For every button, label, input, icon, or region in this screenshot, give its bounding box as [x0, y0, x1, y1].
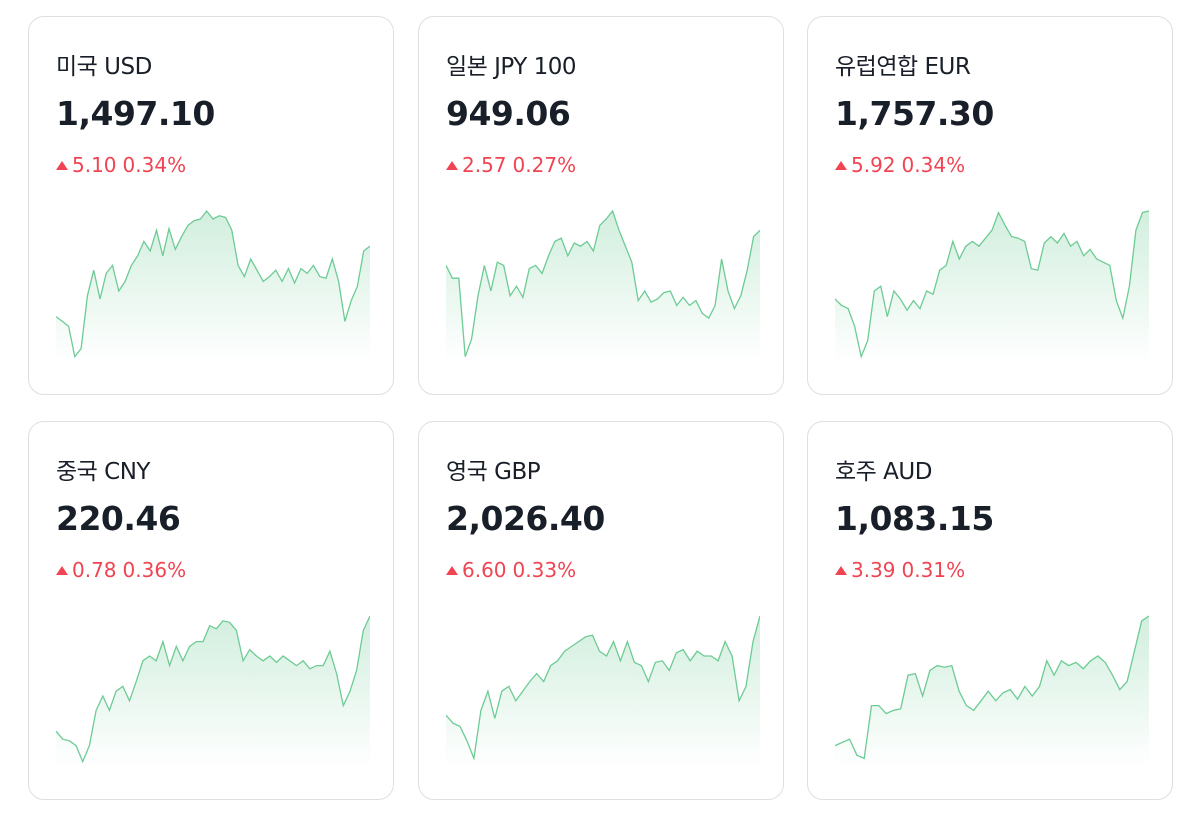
- up-arrow-icon: [446, 565, 458, 575]
- sparkline: [56, 615, 370, 768]
- change-percent: 0.33%: [512, 558, 577, 582]
- sparkline-area: [446, 616, 760, 768]
- change-amount: 2.57: [462, 153, 507, 177]
- up-arrow-icon: [56, 565, 68, 575]
- sparkline-line: [446, 615, 760, 761]
- rate-price: 1,497.10: [56, 94, 215, 133]
- change-percent: 0.34%: [122, 153, 187, 177]
- rate-change: 3.39 0.31%: [835, 558, 965, 582]
- change-percent: 0.36%: [122, 558, 187, 582]
- sparkline-area: [56, 211, 370, 363]
- sparkline-line: [835, 210, 1149, 359]
- currency-name: 영국 GBP: [446, 459, 541, 485]
- up-arrow-icon: [56, 160, 68, 170]
- sparkline: [835, 615, 1149, 768]
- rate-change: 6.60 0.33%: [446, 558, 576, 582]
- change-percent: 0.31%: [901, 558, 966, 582]
- rate-price: 1,083.15: [835, 499, 994, 538]
- sparkline-line: [446, 209, 760, 357]
- change-amount: 3.39: [851, 558, 896, 582]
- rate-card: 영국 GBP 2,026.40 6.60 0.33%: [418, 421, 784, 800]
- rate-change: 0.78 0.36%: [56, 558, 186, 582]
- change-percent: 0.27%: [512, 153, 577, 177]
- sparkline-area: [835, 211, 1149, 363]
- sparkline-area: [835, 616, 1149, 768]
- currency-name: 미국 USD: [56, 54, 152, 80]
- change-amount: 5.10: [72, 153, 117, 177]
- currency-name: 호주 AUD: [835, 459, 932, 485]
- sparkline: [446, 615, 760, 768]
- change-amount: 0.78: [72, 558, 117, 582]
- rate-price: 2,026.40: [446, 499, 605, 538]
- sparkline: [835, 210, 1149, 363]
- rate-price: 220.46: [56, 499, 181, 538]
- rate-card: 일본 JPY 100 949.06 2.57 0.27%: [418, 16, 784, 395]
- rate-card: 유럽연합 EUR 1,757.30 5.92 0.34%: [807, 16, 1173, 395]
- rate-change: 5.92 0.34%: [835, 153, 965, 177]
- rate-change: 2.57 0.27%: [446, 153, 576, 177]
- rate-price: 949.06: [446, 94, 571, 133]
- sparkline: [446, 209, 760, 363]
- sparkline: [56, 209, 370, 363]
- currency-name: 일본 JPY 100: [446, 54, 577, 80]
- up-arrow-icon: [835, 565, 847, 575]
- sparkline-line: [835, 615, 1149, 760]
- up-arrow-icon: [446, 160, 458, 170]
- sparkline-line: [56, 615, 370, 764]
- change-amount: 5.92: [851, 153, 896, 177]
- rate-card: 호주 AUD 1,083.15 3.39 0.31%: [807, 421, 1173, 800]
- up-arrow-icon: [835, 160, 847, 170]
- sparkline-line: [56, 209, 370, 359]
- currency-name: 유럽연합 EUR: [835, 54, 971, 80]
- rate-card: 미국 USD 1,497.10 5.10 0.34%: [28, 16, 394, 395]
- rate-price: 1,757.30: [835, 94, 994, 133]
- sparkline-area: [446, 211, 760, 363]
- rate-card: 중국 CNY 220.46 0.78 0.36%: [28, 421, 394, 800]
- change-percent: 0.34%: [901, 153, 966, 177]
- currency-name: 중국 CNY: [56, 459, 150, 485]
- rate-change: 5.10 0.34%: [56, 153, 186, 177]
- change-amount: 6.60: [462, 558, 507, 582]
- sparkline-area: [56, 616, 370, 768]
